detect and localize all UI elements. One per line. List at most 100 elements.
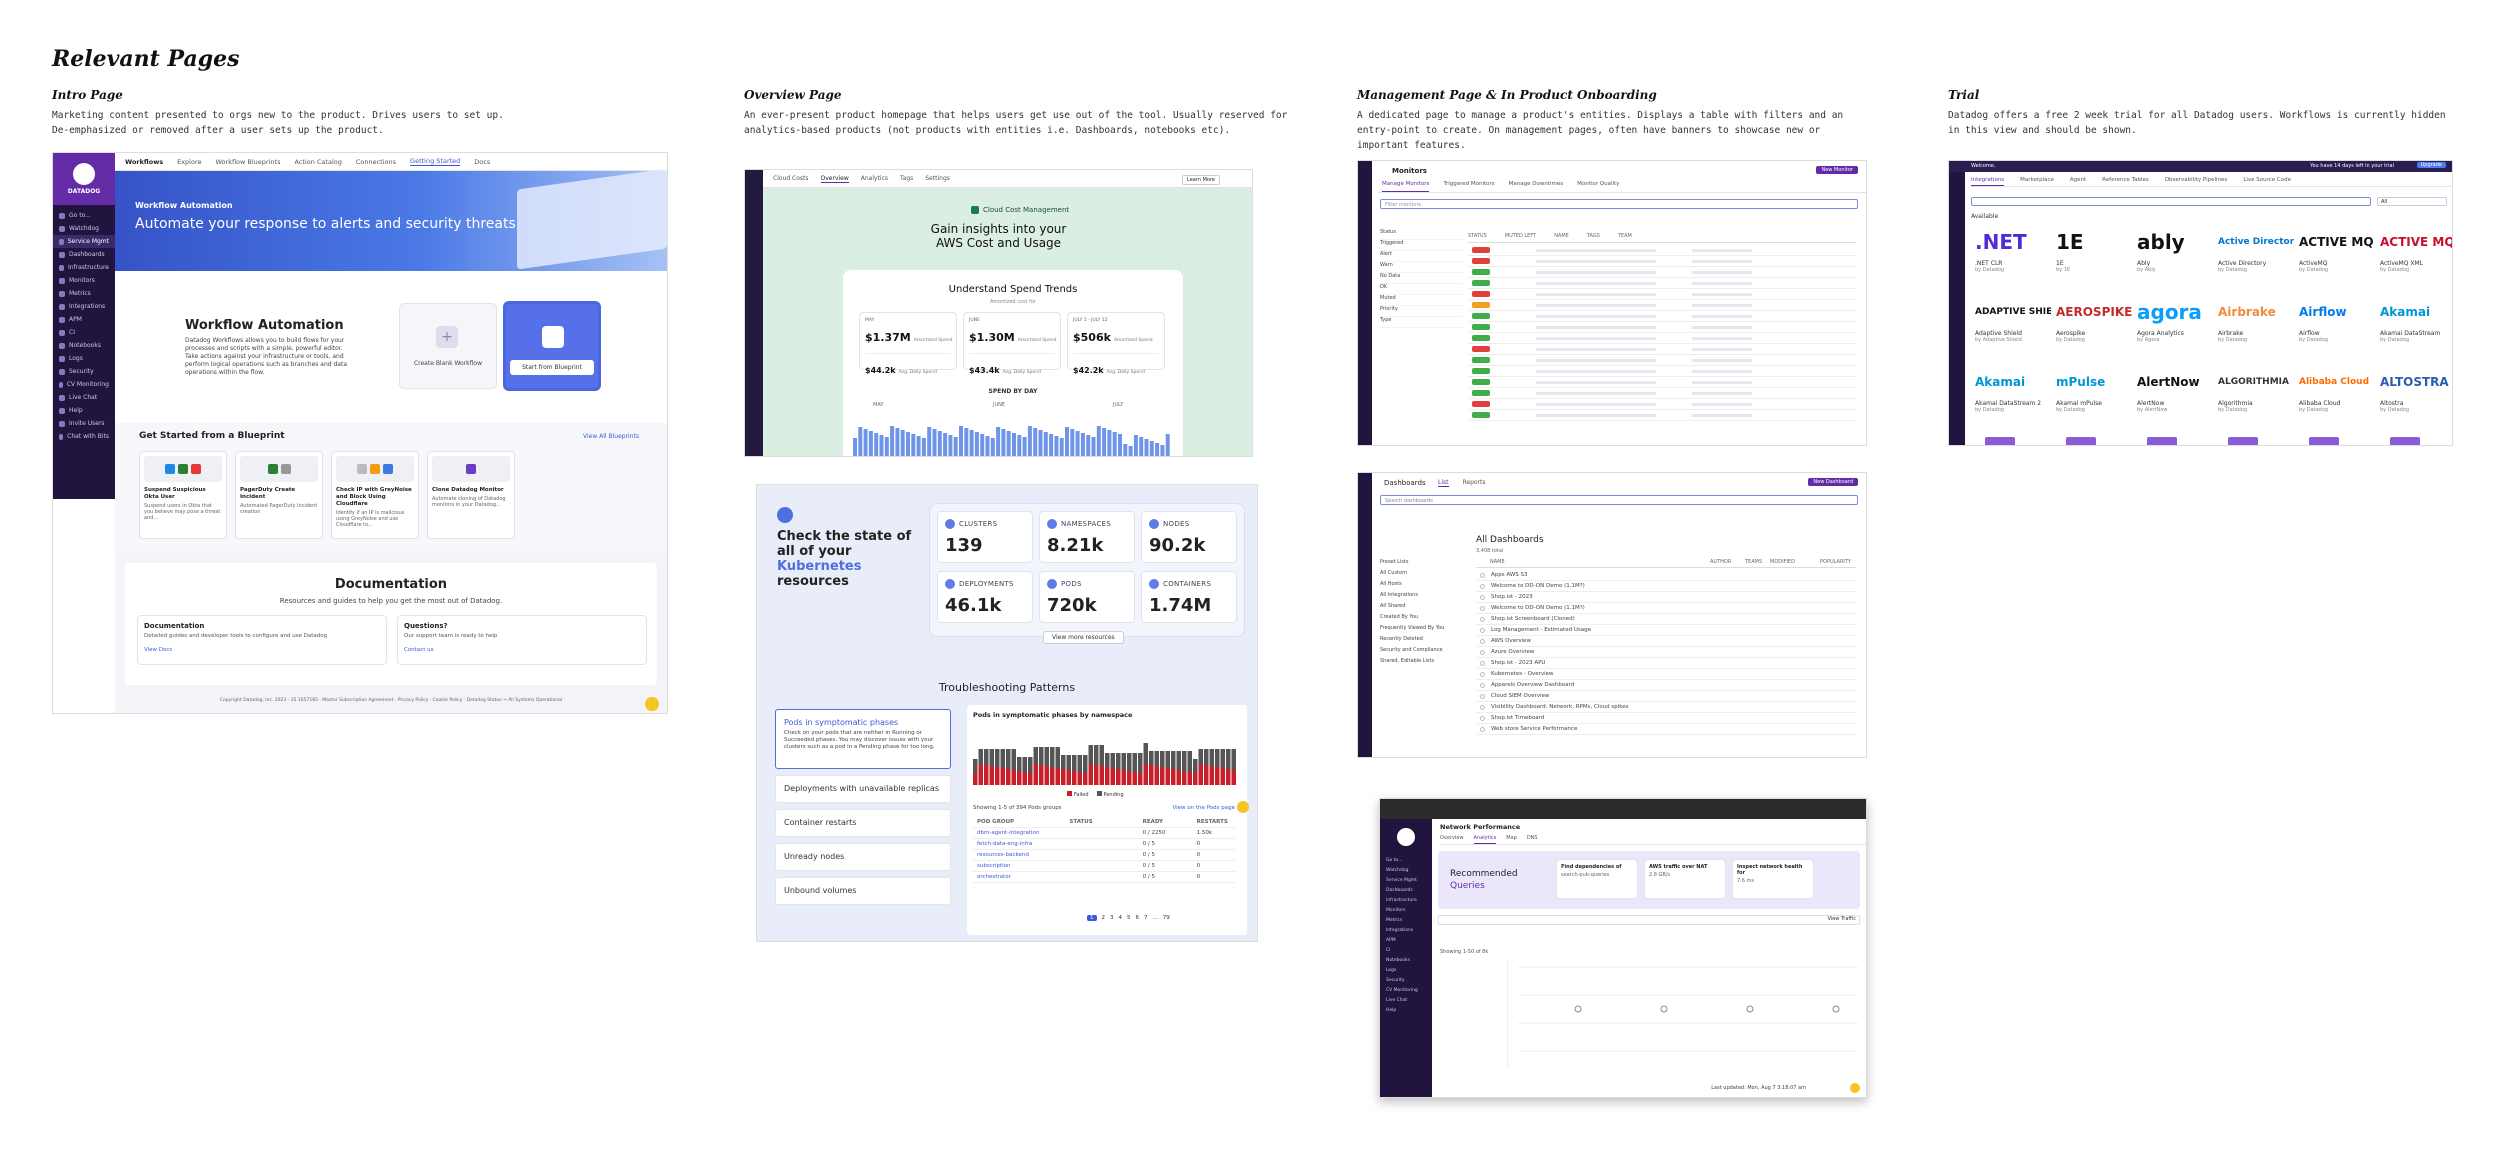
upgrade-button[interactable]: Upgrade <box>2416 162 2446 168</box>
sidebar-item-service-mgmt[interactable]: Service Mgmt <box>1386 877 1417 883</box>
doc-card-documentation[interactable]: Documentation Detailed guides and develo… <box>137 615 387 665</box>
dashboard-name[interactable]: Log Management - Estimated Usage <box>1491 627 1591 633</box>
integration-tile-alertnow[interactable]: AlertNow AlertNow by AlertNow <box>2133 363 2217 425</box>
table-row[interactable] <box>1468 366 1856 377</box>
table-row[interactable]: Visibility Dashboard: Network, RPMs, Clo… <box>1476 702 1856 713</box>
sidebar-item-live-chat[interactable]: Live Chat <box>1386 997 1408 1003</box>
sidebar-item-dashboards[interactable]: Dashboards <box>53 248 115 261</box>
integration-tile-net-clr[interactable]: .NET .NET CLR by Datadog <box>1971 223 2055 285</box>
facet-shared-editable-lists[interactable]: Shared, Editable Lists <box>1380 658 1435 664</box>
tab-agent[interactable]: Agent <box>2069 177 2087 183</box>
table-row[interactable]: AWS Overview <box>1476 636 1856 647</box>
integration-tile-altostra[interactable]: ALTOSTRA Altostra by Datadog <box>2376 363 2452 425</box>
star-icon[interactable] <box>1480 649 1485 655</box>
sidebar-item-metrics[interactable]: Metrics <box>53 287 115 300</box>
table-row[interactable]: Apparels Overview Dashboard <box>1476 680 1856 691</box>
page-4[interactable]: 4 <box>1118 915 1123 921</box>
star-icon[interactable] <box>1480 605 1485 611</box>
facet-all-hosts[interactable]: All Hosts <box>1380 581 1402 587</box>
facet-triggered[interactable]: Triggered <box>1380 240 1462 251</box>
table-row[interactable] <box>1468 289 1856 300</box>
star-icon[interactable] <box>1480 572 1485 578</box>
page-2[interactable]: 2 <box>1101 915 1106 921</box>
pod-group[interactable]: subscription <box>977 863 1011 869</box>
sidebar-item-help[interactable]: Help <box>53 404 115 417</box>
dashboard-name[interactable]: Welcome to DD-ON Demo (1.1M?) <box>1491 583 1585 589</box>
facet-recently-deleted[interactable]: Recently Deleted <box>1380 636 1423 642</box>
facet-type[interactable]: Type <box>1380 317 1462 328</box>
rec-card[interactable]: AWS traffic over NAT 2.8 GB/s <box>1644 859 1726 899</box>
sidebar-item-apm[interactable]: APM <box>53 313 115 326</box>
facet-frequently-viewed-by-you[interactable]: Frequently Viewed By You <box>1380 625 1445 631</box>
contact-us-link[interactable]: Contact us <box>404 647 434 653</box>
tab-manage-downtimes[interactable]: Manage Downtimes <box>1508 181 1564 187</box>
facet-warn[interactable]: Warn <box>1380 262 1462 273</box>
sidebar-item-watchdog[interactable]: Watchdog <box>53 222 115 235</box>
integration-tile-aerospike[interactable]: AEROSPIKE Aerospike by Datadog <box>2052 293 2136 355</box>
sidebar-item-live-chat[interactable]: Live Chat <box>53 391 115 404</box>
dashboard-name[interactable]: Shop.ist Timeboard <box>1491 715 1545 721</box>
star-icon[interactable] <box>1480 638 1485 644</box>
table-row[interactable] <box>1468 322 1856 333</box>
facet-all-integrations[interactable]: All Integrations <box>1380 592 1418 598</box>
sidebar-item-go-to[interactable]: Go to... <box>1386 857 1403 863</box>
dashboard-name[interactable]: Azure Overview <box>1491 649 1535 655</box>
blueprint-card[interactable]: PagerDuty Create Incident Automated Pager… <box>235 451 323 539</box>
dashboard-name[interactable]: Shop.ist - 2023 <box>1491 594 1533 600</box>
search-integrations-input[interactable] <box>1971 197 2371 206</box>
sidebar-item-monitors[interactable]: Monitors <box>53 274 115 287</box>
filter-monitors-input[interactable]: Filter monitors <box>1380 199 1858 209</box>
facet-ok[interactable]: OK <box>1380 284 1462 295</box>
table-row[interactable]: orchestrator 0 / 5 0 <box>973 872 1235 883</box>
blueprint-card[interactable]: Clone Datadog Monitor Automate cloning of… <box>427 451 515 539</box>
tab-integrations[interactable]: Integrations <box>1971 177 2005 186</box>
rec-card[interactable]: Find dependencies of search-pub-queries <box>1556 859 1638 899</box>
star-icon[interactable] <box>1480 704 1485 710</box>
sidebar-item-infrastructure[interactable]: Infrastructure <box>53 261 115 274</box>
page-5[interactable]: 5 <box>1127 915 1131 921</box>
start-blueprint-button[interactable]: Start from Blueprint <box>503 301 601 391</box>
facet-no-data[interactable]: No Data <box>1380 273 1462 284</box>
integration-tile-akamai-datastream-2[interactable]: Akamai Akamai DataStream 2 by Datadog <box>1971 363 2055 425</box>
table-row[interactable]: Shop.ist - 2023 APU <box>1476 658 1856 669</box>
kube-card-clusters[interactable]: CLUSTERS 139 <box>937 511 1033 563</box>
integration-tile-algorithmia[interactable]: ALGORITHMIA Algorithmia by Datadog <box>2214 363 2298 425</box>
view-traffic-button[interactable]: View Traffic <box>1827 916 1856 922</box>
tab-observability-pipelines[interactable]: Observability Pipelines <box>2164 177 2228 183</box>
table-row[interactable] <box>1468 311 1856 322</box>
facet-muted[interactable]: Muted <box>1380 295 1462 306</box>
sidebar-item-invite-users[interactable]: Invite Users <box>53 417 115 430</box>
sidebar-item-integrations[interactable]: Integrations <box>1386 927 1414 933</box>
tab-settings[interactable]: Settings <box>925 175 950 182</box>
sidebar-item-apm[interactable]: APM <box>1386 937 1396 943</box>
table-row[interactable] <box>1468 377 1856 388</box>
tab-triggered-monitors[interactable]: Triggered Monitors <box>1443 181 1495 187</box>
dashboard-name[interactable]: Web store Service Performance <box>1491 726 1578 732</box>
star-icon[interactable] <box>1480 671 1485 677</box>
sidebar-item-notebooks[interactable]: Notebooks <box>1386 957 1410 963</box>
table-row[interactable] <box>1468 256 1856 267</box>
table-row[interactable]: resources-backend 0 / 5 0 <box>973 850 1235 861</box>
ts-item-pods-in-symptomatic-phases[interactable]: Pods in symptomatic phases Check on your … <box>775 709 951 769</box>
table-row[interactable]: Shop.ist Screenboard (Cloned) <box>1476 614 1856 625</box>
facet-preset-lists[interactable]: Preset Lists <box>1380 559 1409 565</box>
star-icon[interactable] <box>1480 682 1485 688</box>
kube-card-deployments[interactable]: DEPLOYMENTS 46.1k <box>937 571 1033 623</box>
table-row[interactable] <box>1468 399 1856 410</box>
dashboard-name[interactable]: Visibility Dashboard: Network, RPMs, Clo… <box>1491 704 1629 710</box>
sidebar-item-help[interactable]: Help <box>1386 1007 1397 1013</box>
sidebar-item-cv-monitoring[interactable]: CV Monitoring <box>1386 987 1418 993</box>
tab-overview[interactable]: Overview <box>1440 835 1464 841</box>
facet-all-shared[interactable]: All Shared <box>1380 603 1406 609</box>
star-icon[interactable] <box>1480 627 1485 633</box>
pod-group[interactable]: dbm-agent-integration <box>977 830 1040 836</box>
star-icon[interactable] <box>1480 726 1485 732</box>
dashboard-name[interactable]: Apparels Overview Dashboard <box>1491 682 1575 688</box>
table-row[interactable]: Shop.ist - 2023 <box>1476 592 1856 603</box>
star-icon[interactable] <box>1480 693 1485 699</box>
tab-overview[interactable]: Overview <box>820 174 849 183</box>
sidebar-item-logs[interactable]: Logs <box>1386 967 1397 973</box>
sidebar-item-service-mgmt[interactable]: Service Mgmt <box>53 235 115 248</box>
table-row[interactable]: Cloud SIEM Overview <box>1476 691 1856 702</box>
dashboard-name[interactable]: Cloud SIEM Overview <box>1491 693 1550 699</box>
